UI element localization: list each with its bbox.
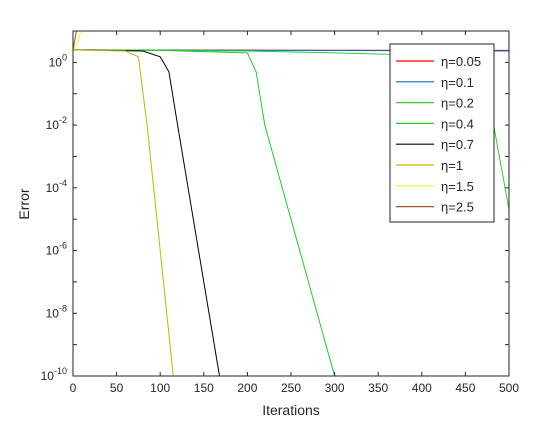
y-tick-label: 10-4 [46,178,67,195]
y-tick-base: 10 [46,244,60,258]
x-axis-ticks: 0 50 100 150 200 250 300 350 400 450 500 [70,31,519,395]
legend-entry: η=2.5 [441,200,474,215]
y-tick-exponent: 0 [62,52,67,62]
y-tick-exponent: -10 [54,366,67,376]
legend-entry: η=0.7 [441,137,474,152]
x-tick-label: 150 [194,381,214,395]
y-tick-base: 10 [46,306,60,320]
legend-entry: η=1 [441,158,463,173]
x-tick-label: 450 [455,381,475,395]
y-tick-label: 100 [49,52,67,69]
y-tick-label: 10-6 [46,241,67,258]
legend: η=0.05 η=0.1 η=0.2 η=0.4 η=0.7 η=1 η=1.5 η=2.5 [389,43,495,223]
x-tick-label: 100 [150,381,170,395]
y-tick-label: 10-10 [41,366,67,383]
x-tick-label: 300 [325,381,345,395]
series-line-7 [73,31,83,51]
x-tick-label: 500 [499,381,519,395]
legend-entry: η=0.05 [441,54,481,69]
series-line-6 [73,49,174,376]
y-tick-base: 10 [46,181,60,195]
x-tick-label: 50 [110,381,124,395]
series-line-5 [73,49,220,376]
x-tick-label: 0 [70,381,77,395]
y-tick-base: 10 [41,369,55,383]
series-line-8 [73,31,77,50]
legend-entry: η=0.4 [441,116,474,131]
y-tick-base: 10 [49,55,63,69]
x-tick-label: 400 [412,381,432,395]
y-axis-label: Error [16,188,32,219]
legend-box [389,43,495,223]
y-tick-exponent: -2 [59,115,67,125]
x-axis-label: Iterations [262,402,320,418]
x-tick-label: 350 [368,381,388,395]
y-tick-label: 10-8 [46,303,67,320]
y-tick-base: 10 [46,118,60,132]
y-tick-exponent: -8 [59,303,67,313]
x-tick-label: 250 [281,381,301,395]
legend-entry: η=0.1 [441,75,474,90]
y-tick-exponent: -6 [59,241,67,251]
legend-entry: η=0.2 [441,96,474,111]
y-tick-label: 10-2 [46,115,67,132]
legend-entry: η=1.5 [441,179,474,194]
y-tick-exponent: -4 [59,178,67,188]
series-line-4 [73,49,336,376]
x-tick-label: 200 [237,381,257,395]
